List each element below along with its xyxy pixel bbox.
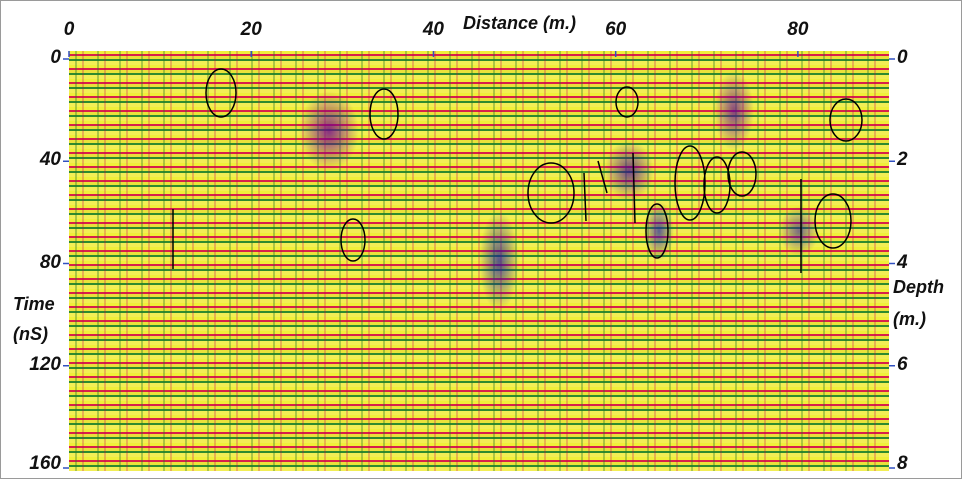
y-tick-label: 80 bbox=[1, 252, 61, 274]
y-tick-label: 160 bbox=[1, 453, 61, 475]
y2-tick-label: 6 bbox=[897, 354, 908, 376]
ellipse bbox=[675, 146, 705, 220]
y2-tick-label: 2 bbox=[897, 149, 908, 171]
ellipse bbox=[646, 204, 668, 258]
ellipse bbox=[815, 194, 851, 248]
y-tick-label: 120 bbox=[1, 354, 61, 376]
ellipse bbox=[528, 163, 574, 223]
x-tick-label: 20 bbox=[221, 19, 281, 41]
x-tick-label: 0 bbox=[39, 19, 99, 41]
y-tick-label: 40 bbox=[1, 149, 61, 171]
ellipse bbox=[206, 69, 236, 117]
line-mark bbox=[584, 173, 586, 221]
x-tick-label: 80 bbox=[768, 19, 828, 41]
figure: Distance (m.) Time (nS) Depth (m.) 02040… bbox=[0, 0, 962, 479]
x-tick-label: 40 bbox=[403, 19, 463, 41]
overlay bbox=[1, 1, 962, 479]
y2-tick-label: 4 bbox=[897, 252, 908, 274]
ellipse bbox=[341, 219, 365, 261]
ellipse bbox=[728, 152, 756, 196]
ellipse bbox=[830, 99, 862, 141]
ellipse bbox=[704, 157, 730, 213]
x-tick-label: 60 bbox=[586, 19, 646, 41]
y-tick-label: 0 bbox=[1, 47, 61, 69]
annotations bbox=[173, 69, 862, 273]
ellipse bbox=[370, 89, 398, 139]
y2-tick-label: 8 bbox=[897, 453, 908, 475]
y2-tick-label: 0 bbox=[897, 47, 908, 69]
line-mark bbox=[598, 161, 607, 193]
ellipse bbox=[616, 87, 638, 117]
line-mark bbox=[633, 153, 635, 223]
